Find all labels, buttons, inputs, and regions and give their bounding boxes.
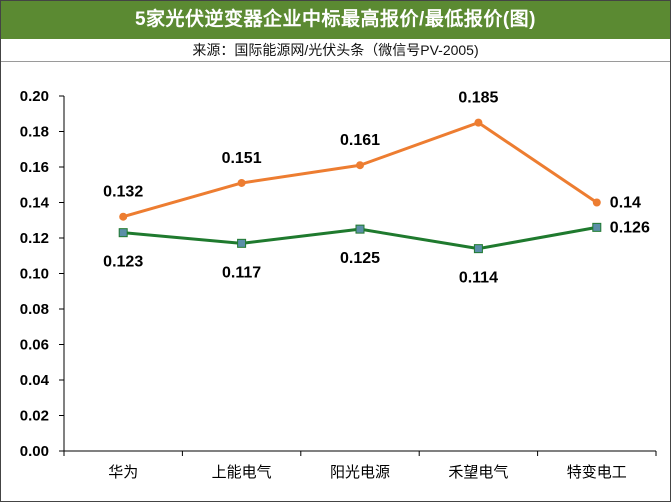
chart-title: 5家光伏逆变器企业中标最高报价/最低报价(图)	[1, 1, 670, 39]
y-tick-label: 0.00	[20, 443, 49, 460]
y-tick-label: 0.20	[20, 88, 49, 105]
y-tick-label: 0.04	[20, 372, 50, 389]
high-price-marker	[119, 212, 128, 221]
x-tick-label: 阳光电源	[330, 464, 390, 481]
data-label: 0.125	[340, 250, 380, 267]
y-tick-label: 0.16	[20, 159, 49, 176]
x-tick-label: 华为	[108, 464, 138, 481]
data-label: 0.14	[610, 195, 641, 212]
high-price-marker	[356, 161, 364, 170]
x-tick-label: 禾望电气	[448, 464, 508, 481]
low-price-marker	[473, 244, 483, 254]
y-tick-label: 0.08	[20, 301, 49, 318]
low-price-marker	[355, 224, 365, 234]
data-label: 0.114	[459, 270, 498, 287]
low-price-marker	[237, 238, 247, 248]
data-label: 0.123	[103, 254, 143, 271]
data-label: 0.117	[222, 264, 261, 281]
data-label: 0.185	[458, 90, 498, 107]
y-tick-label: 0.18	[20, 124, 49, 141]
data-label: 0.132	[103, 184, 143, 201]
y-tick-label: 0.14	[20, 195, 50, 212]
y-tick-label: 0.02	[20, 408, 49, 425]
high-price-marker	[592, 198, 601, 207]
x-tick-label: 上能电气	[212, 464, 272, 481]
data-label: 0.161	[340, 132, 380, 149]
x-tick-label: 特变电工	[567, 464, 627, 481]
low-price-marker	[118, 228, 128, 238]
data-label: 0.126	[610, 219, 650, 236]
data-label: 0.151	[222, 150, 262, 167]
high-price-marker	[474, 118, 483, 127]
chart-source: 来源：国际能源网/光伏头条（微信号PV-2005)	[1, 39, 670, 62]
y-tick-label: 0.12	[20, 230, 49, 247]
line-chart: 0.00 0.02 0.04 0.06 0.08 0.10 0.12 0.14 0.16 0.18…	[20, 88, 657, 481]
high-price-marker	[237, 178, 246, 187]
y-tick-label: 0.06	[20, 337, 49, 354]
low-price-marker	[592, 222, 602, 232]
y-tick-label: 0.10	[20, 266, 49, 283]
